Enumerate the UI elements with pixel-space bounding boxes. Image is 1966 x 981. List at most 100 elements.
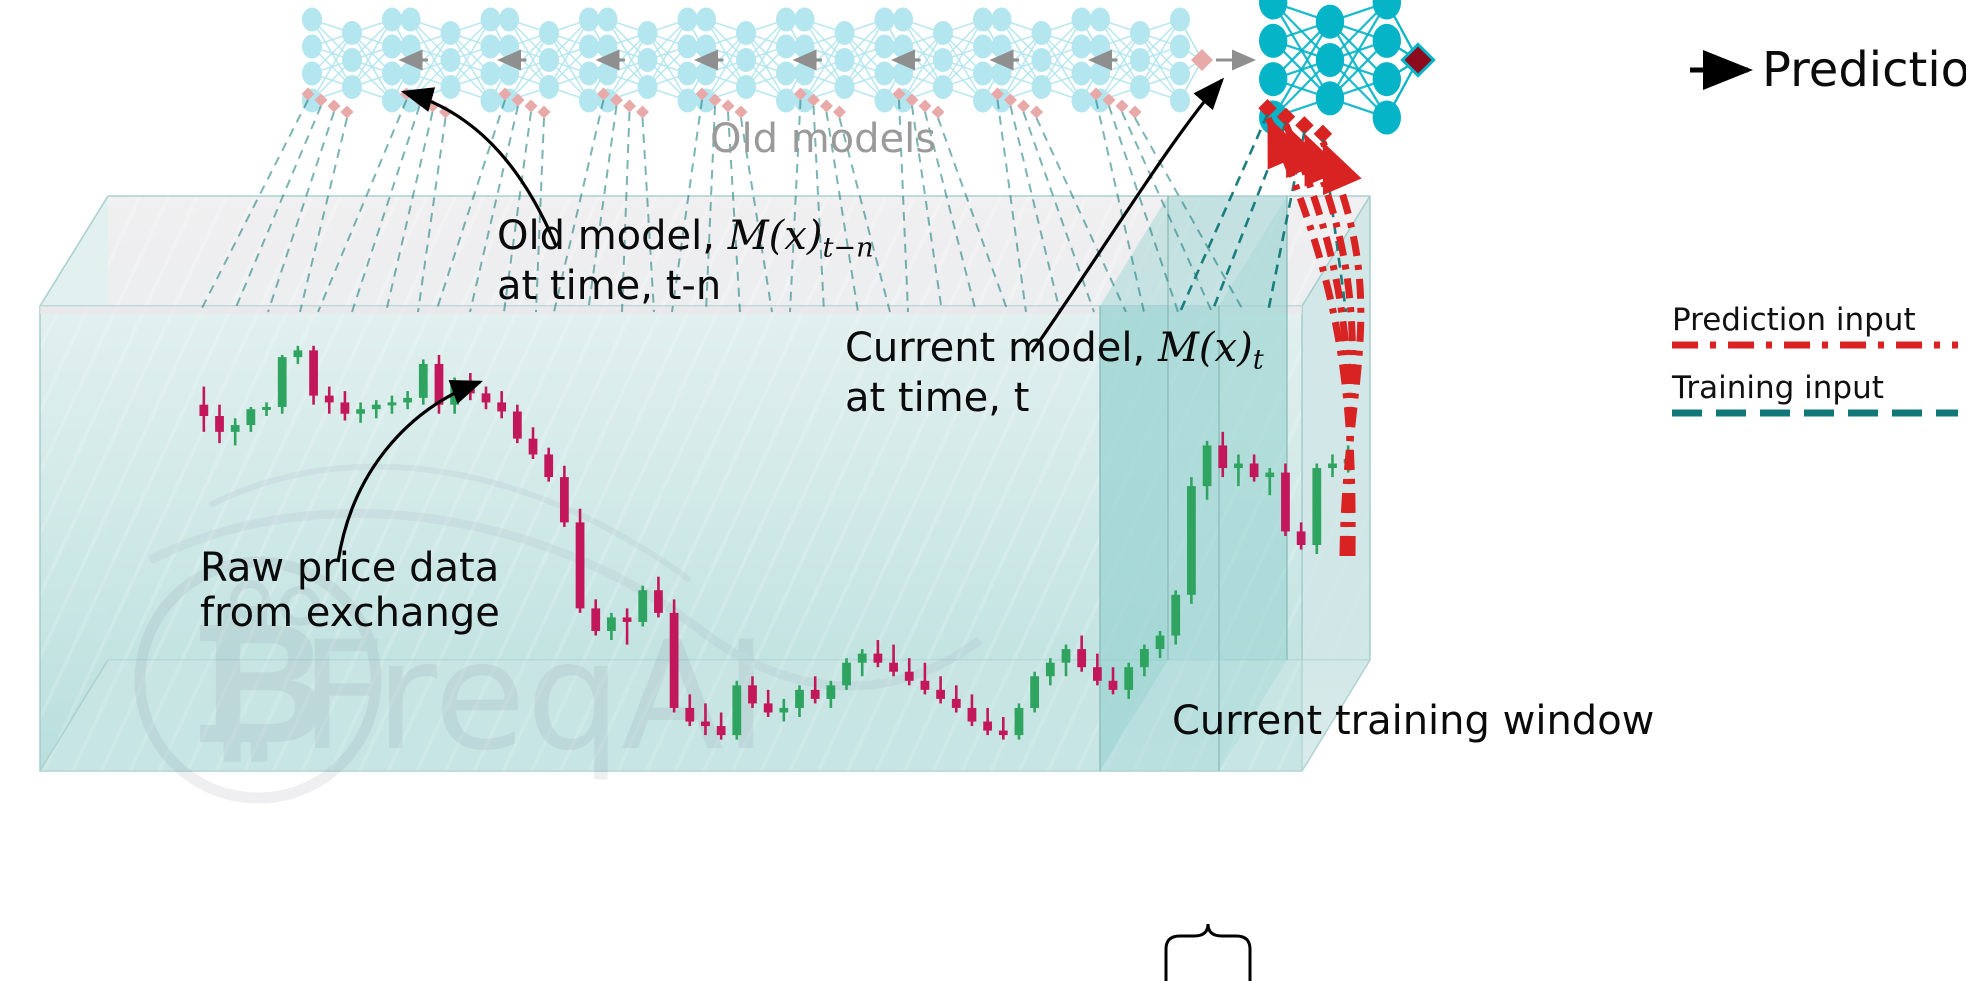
network-node	[1259, 0, 1288, 20]
network-node	[874, 88, 895, 113]
candle-body	[1092, 667, 1102, 681]
training-input-line	[1009, 105, 1061, 313]
training-input-line	[911, 105, 943, 313]
network-node	[400, 7, 421, 32]
candlestick-series	[199, 345, 1353, 740]
network-input-diamond	[537, 105, 551, 119]
network-input-diamond	[1128, 105, 1142, 119]
network-node	[1071, 88, 1092, 113]
candle-body	[685, 707, 695, 722]
prediction-input-line	[1264, 114, 1356, 557]
candle-body	[826, 685, 836, 699]
network-node	[736, 21, 756, 45]
training-input-line	[351, 105, 421, 313]
network-input-diamond	[892, 87, 906, 101]
training-input-line	[825, 111, 859, 313]
candle-body	[842, 662, 851, 686]
network-node	[677, 61, 698, 86]
candle-body	[403, 397, 413, 403]
network-edge	[646, 19, 689, 88]
network-output-diamond	[1191, 49, 1213, 71]
network-node	[579, 61, 599, 86]
network-edge	[1139, 19, 1181, 88]
network-node	[1315, 4, 1345, 39]
candle-body	[701, 721, 710, 727]
training-input-line	[789, 99, 802, 313]
candle-body	[1218, 445, 1228, 469]
network-edge	[1329, 1, 1388, 99]
training-input-line	[587, 105, 618, 313]
candle-body	[716, 726, 726, 736]
network-input-diamond	[721, 99, 735, 113]
network-input-diamond	[327, 99, 341, 113]
training-input-line-current	[1266, 131, 1306, 313]
network-node	[874, 34, 895, 59]
candle-body	[998, 730, 1008, 736]
candle-body	[904, 671, 914, 681]
network-input-diamond	[931, 105, 945, 119]
network-input-diamond	[511, 93, 525, 107]
network-node	[874, 61, 895, 86]
candle-body	[1171, 594, 1181, 636]
network-node	[382, 7, 402, 32]
network-node	[973, 7, 993, 32]
training-input-line	[1108, 105, 1179, 313]
network-node	[1031, 21, 1052, 45]
old-model-annotation-line2: at time, t-n	[497, 263, 722, 310]
candle-body	[1234, 463, 1243, 469]
network-node	[677, 88, 698, 113]
network-edge	[902, 32, 944, 101]
network-input-diamond	[708, 93, 722, 107]
network-input-diamond	[623, 99, 636, 113]
training-input-line	[233, 105, 322, 313]
network-input-diamond	[524, 99, 538, 113]
training-input-line	[937, 117, 1009, 313]
current-model-network-graph	[1258, 0, 1436, 144]
training-input-lines	[199, 99, 1348, 313]
training-input-line	[621, 111, 631, 313]
candle-body	[920, 680, 930, 690]
old-models-group	[301, 7, 1256, 119]
candle-body	[810, 689, 820, 699]
candle-body	[387, 402, 397, 406]
current-model-annotation: Current model, M(x)t at time, t	[845, 326, 1264, 421]
network-node	[539, 48, 559, 72]
network-input-diamond	[1258, 99, 1277, 118]
candle-body	[575, 522, 585, 609]
training-input-line	[435, 99, 506, 313]
candle-body	[1296, 531, 1306, 545]
network-node	[302, 7, 322, 32]
network-node	[834, 48, 855, 72]
training-input-line	[503, 111, 532, 313]
training-input-line	[299, 117, 348, 313]
network-node	[933, 75, 953, 99]
network-node	[834, 21, 855, 45]
network-input-diamond	[1004, 93, 1017, 107]
network-edge	[311, 32, 353, 101]
network-input-diamond	[314, 93, 328, 107]
network-edge	[1040, 19, 1083, 88]
network-node	[1372, 23, 1402, 58]
freqai-watermark: ₿ FreqAI	[134, 463, 983, 804]
candle-body	[544, 454, 554, 478]
training-input-line	[385, 111, 434, 313]
network-node	[1259, 62, 1288, 97]
current-training-window-highlight	[1099, 196, 1288, 771]
network-node	[579, 7, 599, 32]
network-node	[696, 7, 716, 32]
candle-body	[1328, 463, 1337, 469]
network-node	[933, 21, 953, 45]
prediction-input-line	[1282, 123, 1354, 557]
network-node	[1130, 21, 1150, 45]
network-input-diamond	[1017, 99, 1030, 113]
network-input-diamond	[833, 105, 846, 119]
network-edge	[351, 19, 393, 88]
network-node	[480, 88, 501, 113]
network-node	[677, 34, 698, 59]
network-node	[400, 61, 421, 86]
network-edge	[1099, 32, 1141, 101]
network-input-diamond	[695, 87, 709, 101]
current-model-annotation-line1: Current model, M(x)t	[845, 325, 1264, 376]
candle-body	[983, 721, 993, 731]
